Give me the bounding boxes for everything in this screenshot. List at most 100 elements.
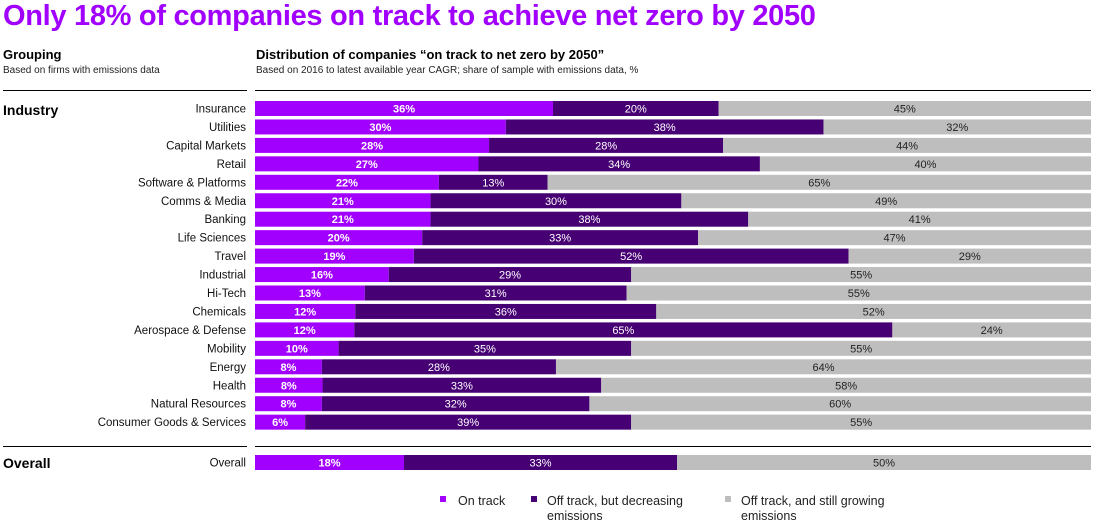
category-label-hi-tech: Hi-Tech bbox=[207, 288, 246, 300]
bar-aerospace-and-defense-series-1 bbox=[255, 322, 355, 338]
data-label-aerospace-and-defense-series-2: 65% bbox=[612, 325, 634, 337]
left-overall-rule bbox=[3, 446, 247, 447]
bar-health-series-1 bbox=[255, 377, 323, 393]
bar-comms-and-media-series-3 bbox=[681, 193, 1091, 209]
data-label-aerospace-and-defense-series-1: 12% bbox=[294, 325, 316, 337]
data-label-industrial-series-1: 16% bbox=[311, 270, 333, 282]
data-label-comms-and-media-series-1: 21% bbox=[332, 196, 354, 208]
bar-chemicals-series-2 bbox=[355, 303, 657, 319]
bar-life-sciences-series-1 bbox=[255, 230, 423, 246]
data-label-hi-tech-series-3: 55% bbox=[848, 288, 870, 300]
data-label-insurance-series-1: 36% bbox=[393, 104, 415, 116]
bar-hi-tech-series-3 bbox=[626, 285, 1091, 301]
bar-consumer-goods-and-services-series-1 bbox=[255, 414, 306, 430]
bar-utilities-series-1 bbox=[255, 119, 506, 135]
data-label-overall-series-1: 18% bbox=[318, 458, 340, 470]
bar-banking-series-2 bbox=[430, 211, 749, 227]
data-label-software-and-platforms-series-2: 13% bbox=[482, 177, 504, 189]
bar-retail-series-1 bbox=[255, 156, 479, 172]
data-label-industrial-series-3: 55% bbox=[850, 270, 872, 282]
right-overall-rule bbox=[255, 446, 1091, 447]
category-label-industrial: Industrial bbox=[199, 270, 246, 282]
grouping-subtitle: Based on firms with emissions data bbox=[3, 65, 160, 76]
category-label-energy: Energy bbox=[210, 362, 247, 374]
category-label-overall: Overall bbox=[210, 458, 246, 470]
bar-aerospace-and-defense-series-2 bbox=[354, 322, 893, 338]
bar-insurance-series-2 bbox=[552, 101, 719, 116]
bar-travel-series-2 bbox=[413, 248, 849, 264]
data-label-chemicals-series-2: 36% bbox=[495, 306, 517, 318]
data-label-retail-series-2: 34% bbox=[608, 159, 630, 171]
data-label-natural-resources-series-1: 8% bbox=[280, 399, 296, 411]
data-label-mobility-series-1: 10% bbox=[286, 343, 308, 355]
bar-overall-series-3 bbox=[677, 455, 1091, 470]
category-label-comms-and-media: Comms & Media bbox=[161, 196, 247, 208]
legend-swatch-on-track bbox=[440, 496, 446, 502]
chart-subtitle: Based on 2016 to latest available year C… bbox=[256, 65, 639, 76]
data-label-travel-series-1: 19% bbox=[323, 251, 345, 263]
data-label-utilities-series-2: 38% bbox=[654, 122, 676, 134]
data-label-comms-and-media-series-3: 49% bbox=[875, 196, 897, 208]
bar-retail-series-2 bbox=[478, 156, 760, 172]
bar-health-series-2 bbox=[322, 377, 602, 393]
data-label-banking-series-1: 21% bbox=[332, 214, 354, 226]
bar-banking-series-1 bbox=[255, 211, 431, 227]
bar-retail-series-3 bbox=[759, 156, 1091, 172]
data-label-health-series-3: 58% bbox=[835, 380, 857, 392]
bar-mobility-series-2 bbox=[338, 340, 632, 356]
left-header-rule bbox=[3, 90, 247, 91]
data-label-consumer-goods-and-services-series-3: 55% bbox=[850, 417, 872, 429]
data-label-capital-markets-series-3: 44% bbox=[896, 140, 918, 152]
bar-capital-markets-series-1 bbox=[255, 137, 490, 153]
bar-hi-tech-series-1 bbox=[255, 285, 365, 301]
bar-natural-resources-series-3 bbox=[589, 396, 1091, 412]
data-label-banking-series-3: 41% bbox=[909, 214, 931, 226]
data-label-natural-resources-series-2: 32% bbox=[445, 399, 467, 411]
page-title: Only 18% of companies on track to achiev… bbox=[3, 0, 816, 32]
section-industry: Industry bbox=[3, 102, 59, 118]
data-label-retail-series-3: 40% bbox=[914, 159, 936, 171]
data-label-consumer-goods-and-services-series-1: 6% bbox=[272, 417, 288, 429]
bar-consumer-goods-and-services-series-3 bbox=[631, 414, 1091, 430]
bar-health-series-3 bbox=[601, 377, 1091, 393]
data-label-life-sciences-series-1: 20% bbox=[328, 233, 350, 245]
bar-mobility-series-1 bbox=[255, 340, 339, 356]
category-label-natural-resources: Natural Resources bbox=[151, 399, 246, 411]
data-label-utilities-series-1: 30% bbox=[369, 122, 391, 134]
data-label-health-series-2: 33% bbox=[451, 380, 473, 392]
data-label-mobility-series-2: 35% bbox=[474, 343, 496, 355]
data-label-aerospace-and-defense-series-3: 24% bbox=[981, 325, 1003, 337]
category-label-utilities: Utilities bbox=[209, 122, 246, 134]
category-label-consumer-goods-and-services: Consumer Goods & Services bbox=[98, 417, 247, 429]
bar-software-and-platforms-series-2 bbox=[438, 174, 548, 190]
data-label-life-sciences-series-3: 47% bbox=[884, 233, 906, 245]
legend-label-on-track: On track bbox=[458, 494, 506, 508]
chart-title: Distribution of companies “on track to n… bbox=[256, 47, 605, 62]
bar-banking-series-3 bbox=[748, 211, 1091, 227]
bar-hi-tech-series-2 bbox=[364, 285, 627, 301]
category-label-capital-markets: Capital Markets bbox=[166, 140, 246, 152]
category-label-retail: Retail bbox=[217, 159, 246, 171]
bar-capital-markets-series-3 bbox=[723, 137, 1091, 153]
bar-aerospace-and-defense-series-3 bbox=[892, 322, 1091, 338]
bar-travel-series-3 bbox=[848, 248, 1091, 264]
bar-consumer-goods-and-services-series-2 bbox=[305, 414, 632, 430]
bar-comms-and-media-series-1 bbox=[255, 193, 431, 209]
data-label-energy-series-1: 8% bbox=[280, 362, 296, 374]
bar-overall-series-1 bbox=[255, 455, 404, 470]
data-label-consumer-goods-and-services-series-2: 39% bbox=[457, 417, 479, 429]
data-label-industrial-series-2: 29% bbox=[499, 270, 521, 282]
data-label-overall-series-3: 50% bbox=[873, 458, 895, 470]
category-label-mobility: Mobility bbox=[207, 343, 246, 355]
legend-label-decreasing: Off track, but decreasing emissions bbox=[547, 494, 683, 523]
bar-industrial-series-3 bbox=[631, 267, 1091, 283]
category-label-software-and-platforms: Software & Platforms bbox=[138, 177, 246, 189]
category-label-life-sciences: Life Sciences bbox=[178, 233, 247, 245]
data-label-natural-resources-series-3: 60% bbox=[829, 399, 851, 411]
data-label-hi-tech-series-1: 13% bbox=[299, 288, 321, 300]
data-label-life-sciences-series-2: 33% bbox=[549, 233, 571, 245]
bar-life-sciences-series-2 bbox=[422, 230, 699, 246]
data-label-chemicals-series-3: 52% bbox=[863, 306, 885, 318]
bar-natural-resources-series-2 bbox=[321, 396, 590, 412]
bar-energy-series-2 bbox=[321, 359, 556, 375]
